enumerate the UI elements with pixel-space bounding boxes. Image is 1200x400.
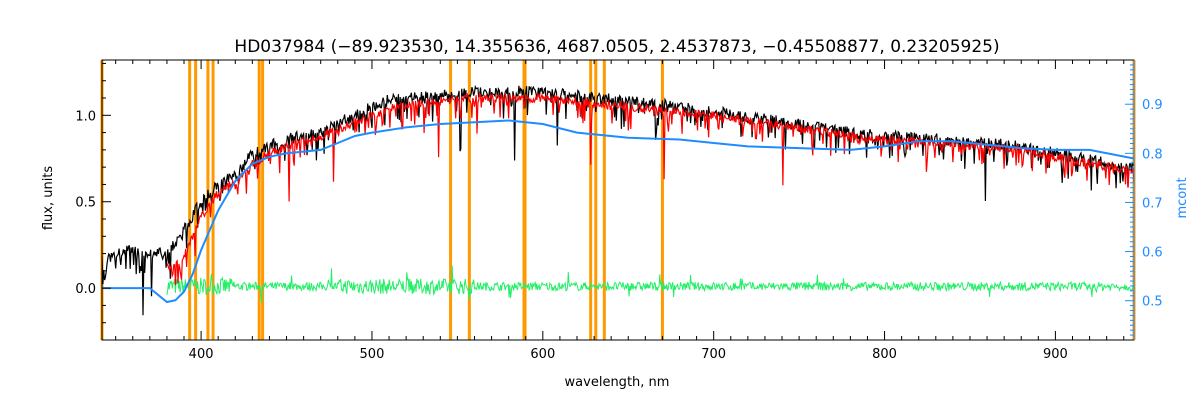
y2-axis-label: mcont <box>1175 177 1190 218</box>
x-tick-label: 500 <box>360 347 385 362</box>
y2-tick-label: 0.9 <box>1142 98 1163 113</box>
model-series <box>166 91 1134 286</box>
residual-series <box>166 265 1134 304</box>
observed-series <box>102 84 1134 316</box>
model-line <box>166 91 1134 286</box>
plot-frame <box>101 59 1135 341</box>
x-axis-label: wavelength, nm <box>565 375 670 390</box>
y-tick-label: 0.5 <box>75 196 96 211</box>
y-tick-label: 1.0 <box>75 109 96 124</box>
x-tick-label: 800 <box>872 347 897 362</box>
x-tick-label: 700 <box>701 347 726 362</box>
y2-tick-label: 0.7 <box>1142 196 1163 211</box>
y2-tick-label: 0.5 <box>1142 295 1163 310</box>
observed-line <box>102 84 1134 316</box>
mask-lines <box>100 60 1136 340</box>
y2-tick-label: 0.6 <box>1142 246 1163 261</box>
x-tick-label: 400 <box>189 347 214 362</box>
continuum-series <box>102 119 1134 304</box>
chart-title: HD037984 (−89.923530, 14.355636, 4687.05… <box>234 37 999 57</box>
y-tick-label: 0.0 <box>75 282 96 297</box>
y2-tick-label: 0.8 <box>1142 147 1163 162</box>
axes: 400 500 600 700 800 900 0.0 0.5 1.0 0.5 0.6 0.7 0.8 0… <box>75 59 1163 362</box>
x-tick-label: 900 <box>1043 347 1068 362</box>
y-axis-label: flux, units <box>41 166 56 231</box>
x-tick-label: 600 <box>530 347 555 362</box>
continuum-line <box>102 119 1134 304</box>
residual-line <box>166 265 1134 304</box>
